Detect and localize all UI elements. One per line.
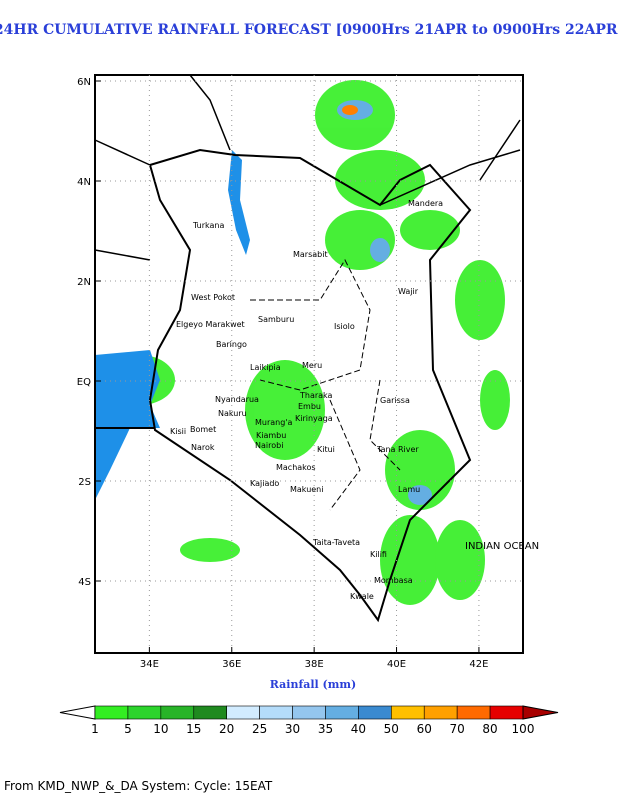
title: 24HR CUMULATIVE RAINFALL FORECAST [0900H… — [0, 22, 618, 38]
colorbar-swatch — [423, 705, 458, 720]
colorbar-swatch — [259, 705, 293, 720]
place-label: Baringo — [216, 340, 247, 349]
colorbar-label: 100 — [512, 722, 535, 736]
y-tick-label: 4S — [78, 577, 91, 588]
place-label: Kwale — [350, 592, 374, 601]
lake-victoria — [95, 350, 160, 428]
colorbar-swatch — [193, 705, 227, 720]
place-label: Lamu — [398, 485, 420, 494]
y-tick-label: EQ — [77, 377, 91, 388]
place-label: Machakos — [276, 463, 316, 472]
map-frame — [94, 74, 524, 654]
place-label: Bomet — [190, 425, 216, 434]
place-label: Kiambu — [256, 431, 286, 440]
lake-victoria-south — [95, 428, 130, 500]
colorbar-label: 50 — [384, 722, 399, 736]
colorbar-swatch — [456, 705, 491, 720]
colorbar-label: 60 — [417, 722, 432, 736]
lake-turkana — [228, 150, 250, 255]
x-tick-label: 36E — [222, 659, 241, 670]
footer: From KMD_NWP_&_DA System: Cycle: 15EAT — [4, 779, 273, 793]
x-tick-label: 34E — [140, 659, 159, 670]
ocean-label: INDIAN OCEAN — [465, 541, 539, 552]
colorbar-swatch — [489, 705, 524, 720]
place-label: Isiolo — [334, 322, 355, 331]
colorbar-end — [59, 705, 96, 720]
y-tick-label: 4N — [77, 177, 91, 188]
place-label: Nyandarua — [215, 395, 259, 404]
place-label: Marsabit — [293, 250, 328, 259]
x-tick-label: 40E — [387, 659, 406, 670]
colorbar-swatch — [391, 705, 425, 720]
legend-title: Rainfall (mm) — [270, 678, 356, 691]
place-label: Tharaka — [299, 391, 333, 400]
colorbar-label: 25 — [252, 722, 267, 736]
colorbar-swatch — [292, 705, 326, 720]
place-label: Nakuru — [218, 409, 247, 418]
colorbar-label: 5 — [124, 722, 132, 736]
colorbar-label: 20 — [219, 722, 234, 736]
place-label: Tana River — [376, 445, 419, 454]
x-tick-label: 42E — [469, 659, 488, 670]
place-label: Taita-Taveta — [312, 538, 360, 547]
place-label: Samburu — [258, 315, 294, 324]
x-tick-label: 38E — [305, 659, 324, 670]
colorbar-end — [522, 705, 559, 720]
colorbar-label: 1 — [91, 722, 99, 736]
place-label: Mombasa — [374, 576, 413, 585]
colorbar-swatch — [358, 705, 392, 720]
map — [94, 74, 524, 654]
y-tick-label: 2S — [78, 477, 91, 488]
colorbar: 1 5 10 15 20 25 30 35 40 50 60 70 80 100 — [59, 705, 559, 736]
rain-areas — [105, 80, 510, 605]
place-label: West Pokot — [191, 293, 235, 302]
colorbar-swatch — [226, 705, 260, 720]
colorbar-swatch — [127, 705, 162, 720]
place-label: Turkana — [192, 221, 224, 230]
kenya-border — [148, 148, 472, 623]
place-label: Kitui — [317, 445, 335, 454]
colorbar-label: 35 — [318, 722, 333, 736]
colorbar-swatch — [160, 705, 195, 720]
county-borders — [250, 258, 401, 511]
place-label: Kisii — [170, 427, 186, 436]
place-label: Kilifi — [370, 550, 387, 559]
place-label: Kajiado — [250, 479, 279, 488]
colorbar-label: 40 — [351, 722, 366, 736]
place-label: Narok — [191, 443, 215, 452]
place-label: Garissa — [380, 396, 410, 405]
place-label: Makueni — [290, 485, 323, 494]
y-tick-label: 6N — [77, 77, 91, 88]
borders — [94, 74, 521, 261]
rain-max — [342, 105, 358, 115]
colorbar-label: 70 — [450, 722, 465, 736]
place-label: Kirinyaga — [295, 414, 333, 423]
colorbar-label: 80 — [482, 722, 497, 736]
y-tick-label: 2N — [77, 277, 91, 288]
place-label: Laikipia — [250, 363, 281, 372]
place-label: Elgeyo Marakwet — [176, 320, 245, 329]
colorbar-swatch — [94, 705, 129, 720]
place-label: Mandera — [408, 199, 443, 208]
colorbar-label: 30 — [285, 722, 300, 736]
place-label: Murang'a — [255, 418, 293, 427]
colorbar-label: 10 — [153, 722, 168, 736]
colorbar-swatch — [325, 705, 359, 720]
place-label: Meru — [302, 361, 322, 370]
place-label: Nairobi — [255, 441, 283, 450]
place-label: Wajir — [398, 287, 419, 296]
colorbar-label: 15 — [186, 722, 201, 736]
place-label: Embu — [298, 402, 321, 411]
